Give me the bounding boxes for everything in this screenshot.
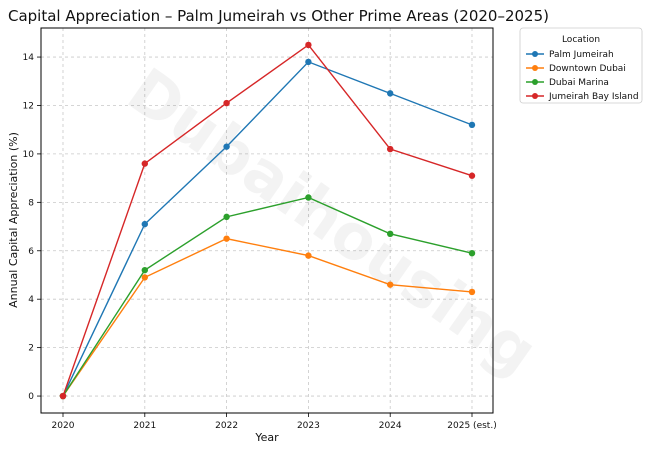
data-point-downtown-dubai — [305, 252, 312, 259]
series-line-downtown-dubai — [62, 237, 473, 397]
data-point-palm-jumeirah — [141, 220, 148, 228]
data-point-jumeirah-bay-island — [223, 99, 230, 107]
chart-title: Capital Appreciation – Palm Jumeirah vs … — [8, 7, 549, 25]
series-jumeirah-bay-island — [59, 41, 476, 400]
x-axis-label: Year — [254, 431, 279, 444]
data-point-jumeirah-bay-island — [141, 160, 148, 167]
y-tick-label: 6 — [28, 247, 34, 257]
legend-label: Jumeirah Bay Island — [548, 92, 639, 102]
x-tick-label: 2024 — [379, 421, 402, 431]
y-axis: 0 2 4 6 8 10 12 14 — [23, 53, 41, 402]
data-point-palm-jumeirah — [387, 90, 394, 97]
y-tick-label: 0 — [28, 392, 34, 402]
data-point-dubai-marina — [387, 230, 394, 238]
legend-swatch-marker — [532, 65, 538, 71]
y-axis-label: Annual Capital Appreciation (%) — [7, 132, 20, 308]
legend-label: Dubai Marina — [549, 78, 609, 88]
legend-item-downtown-dubai: Downtown Dubai — [526, 64, 626, 74]
legend-swatch-marker — [532, 79, 538, 85]
data-point-downtown-dubai — [141, 274, 148, 281]
legend-item-jumeirah-bay-island: Jumeirah Bay Island — [526, 92, 639, 102]
x-tick-label: 2022 — [215, 421, 238, 431]
legend: Location Palm Jumeirah Downtown Dubai Duba… — [519, 27, 643, 104]
legend-box — [519, 27, 643, 104]
legend-item-palm-jumeirah: Palm Jumeirah — [526, 50, 614, 60]
data-point-dubai-marina — [141, 266, 148, 274]
legend-swatch-marker — [532, 93, 538, 99]
y-tick-label: 14 — [23, 53, 35, 63]
data-point-palm-jumeirah — [468, 121, 476, 129]
data-point-palm-jumeirah — [305, 58, 312, 66]
data-point-palm-jumeirah — [223, 143, 230, 150]
series-line-palm-jumeirah — [62, 61, 473, 397]
watermark: Dubaihousing — [115, 54, 551, 389]
y-tick-label: 4 — [28, 295, 34, 305]
x-tick-label: 2021 — [133, 421, 156, 431]
data-point-jumeirah-bay-island — [387, 145, 394, 153]
y-tick-label: 8 — [28, 198, 34, 208]
legend-label: Downtown Dubai — [549, 64, 626, 74]
x-axis: 2020 2021 2022 2023 2024 2025 (est.) — [52, 413, 497, 431]
y-tick-label: 10 — [23, 150, 35, 160]
x-tick-label: 2020 — [52, 421, 75, 431]
data-point-jumeirah-bay-island — [59, 392, 67, 400]
x-tick-label: 2023 — [297, 421, 320, 431]
legend-title: Location — [562, 35, 600, 45]
data-point-downtown-dubai — [387, 281, 394, 288]
series-layer — [59, 41, 476, 400]
data-point-jumeirah-bay-island — [468, 172, 476, 179]
series-line-jumeirah-bay-island — [62, 43, 473, 397]
data-point-downtown-dubai — [223, 235, 230, 242]
data-point-dubai-marina — [223, 213, 230, 221]
y-tick-label: 2 — [28, 344, 34, 354]
series-dubai-marina — [59, 194, 476, 400]
x-tick-label: 2025 (est.) — [447, 421, 496, 431]
grid — [41, 28, 493, 413]
plot-area — [40, 27, 494, 414]
y-tick-label: 12 — [23, 101, 34, 111]
data-point-downtown-dubai — [468, 288, 476, 296]
legend-item-dubai-marina: Dubai Marina — [526, 78, 609, 88]
data-point-jumeirah-bay-island — [305, 41, 312, 49]
legend-label: Palm Jumeirah — [549, 50, 614, 60]
series-line-dubai-marina — [62, 196, 473, 397]
data-point-dubai-marina — [305, 194, 312, 201]
data-point-dubai-marina — [468, 249, 476, 257]
legend-swatch-marker — [532, 51, 538, 57]
